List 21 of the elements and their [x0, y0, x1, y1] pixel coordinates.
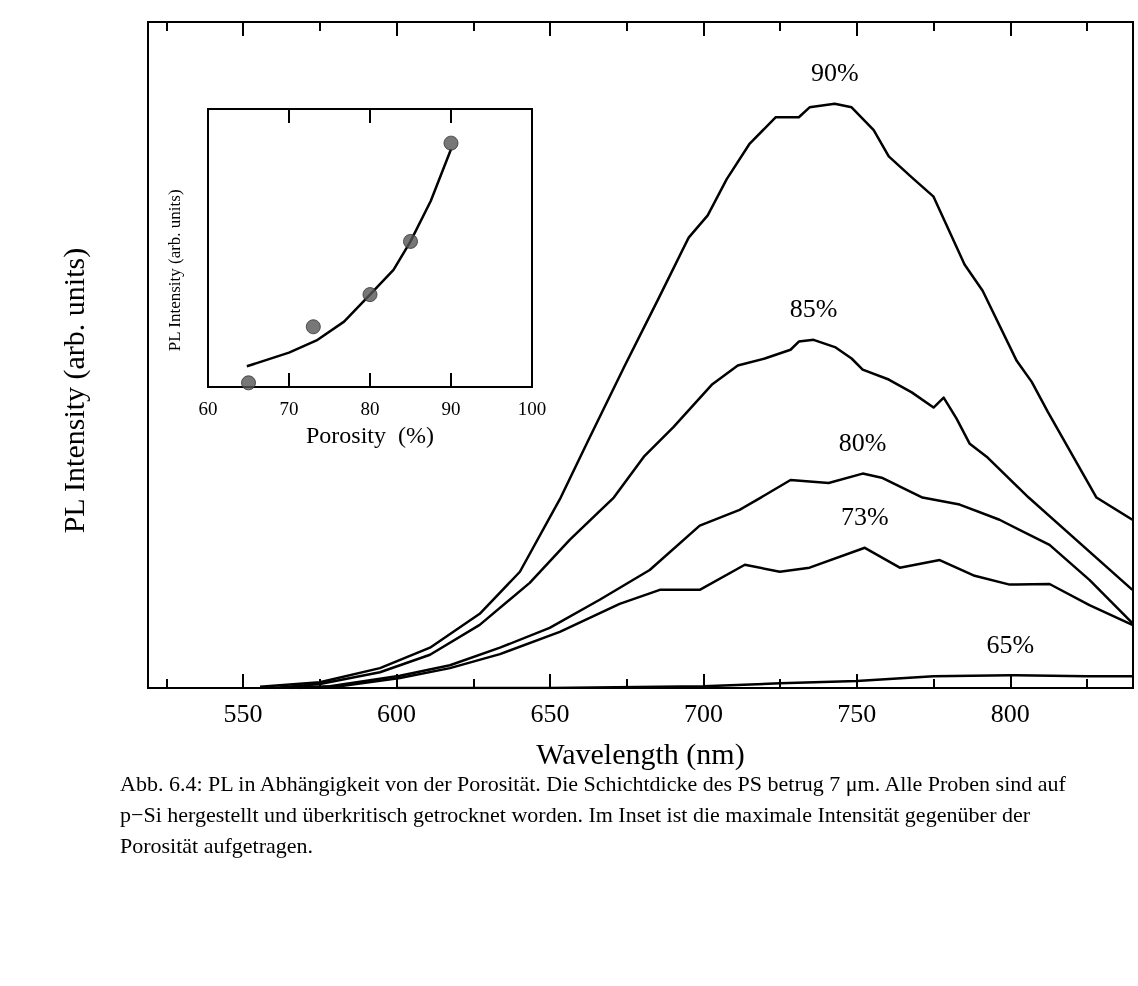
x-tick-label: 70 [279, 398, 299, 419]
x-tick-label: 80 [360, 398, 380, 419]
x-tick-label: 600 [377, 698, 417, 728]
y-axis-title: PL Intensity (arb. units) [165, 189, 184, 352]
x-tick-label: 60 [198, 398, 218, 419]
x-tick-label: 800 [990, 698, 1030, 728]
x-tick-label: 550 [223, 698, 263, 728]
series-label: 85% [789, 294, 838, 324]
y-axis-title: PL Intensity (arb. units) [56, 247, 91, 534]
series-label: 80% [838, 428, 887, 458]
caption: Abb. 6.4: PL in Abhängigkeit von der Porosität. Die Schichtdicke des PS betrug 7 μm. Alle Proben sind auf p−Si hergestellt und überkritisch getrocknet worden. Im Inset ist die maximale Intensität gegenüber der Porosität aufgetragen. [120, 770, 1067, 860]
series-label: 65% [986, 629, 1035, 659]
legend-label: 90% [810, 58, 859, 88]
x-tick-label: 90 [441, 398, 461, 419]
x-tick-label: 100 [517, 398, 547, 419]
x-tick-label: 750 [837, 698, 877, 728]
x-axis-title: Porosity (%) [306, 421, 434, 448]
x-tick-label: 650 [530, 698, 570, 728]
x-tick-label: 700 [683, 698, 723, 728]
series-label: 73% [840, 502, 889, 532]
x-axis-title: Wavelength (nm) [536, 736, 745, 771]
